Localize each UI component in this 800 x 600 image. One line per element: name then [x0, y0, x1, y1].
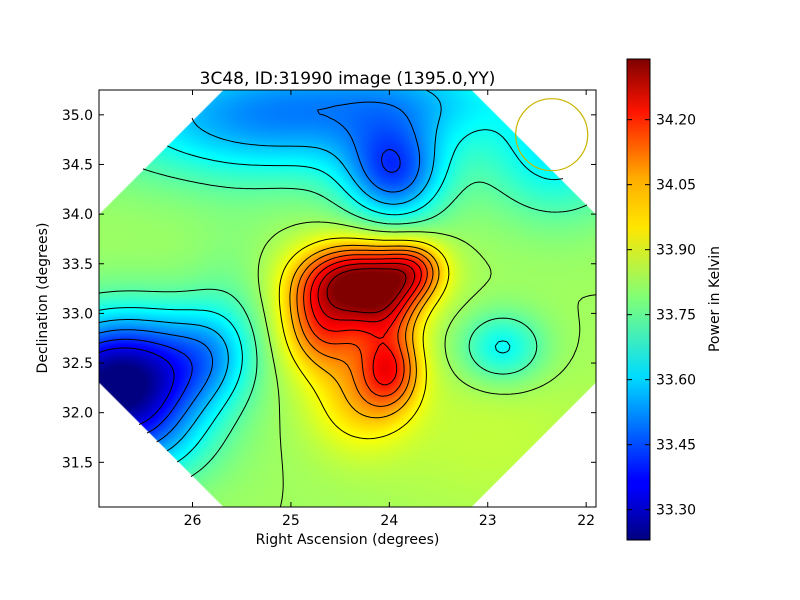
- y-tick-label: 32.0: [62, 406, 93, 422]
- y-tick-label: 31.5: [62, 455, 93, 471]
- y-axis-ticks: 31.5 32.0 32.5 33.0 33.5 34.0 34.5 35.0: [62, 108, 596, 471]
- y-tick-label: 33.5: [62, 257, 93, 273]
- x-tick-label: 25: [282, 513, 300, 529]
- y-tick-label: 34.5: [62, 157, 93, 173]
- contour-level: [278, 237, 450, 440]
- colorbar-tick-label: 33.75: [656, 308, 696, 324]
- x-tick-label: 26: [184, 513, 202, 529]
- colorbar-tick-label: 33.30: [656, 503, 696, 519]
- y-tick-label: 34.0: [62, 207, 93, 223]
- contour-level: [289, 244, 440, 419]
- x-axis-ticks: 26 25 24 23 22: [184, 90, 595, 529]
- plot-frame: [98, 89, 597, 508]
- contour-level: [99, 168, 588, 478]
- y-tick-label: 35.0: [62, 108, 93, 124]
- contour-level: [99, 101, 421, 443]
- x-tick-label: 24: [380, 513, 398, 529]
- y-axis-label: Declination (degrees): [35, 223, 51, 374]
- colorbar-tick-label: 34.05: [656, 178, 696, 194]
- colorbar-tick-label: 34.20: [656, 113, 696, 129]
- plot-area: [98, 89, 597, 508]
- chart-title: 3C48, ID:31990 image (1395.0,YY): [200, 69, 496, 89]
- colorbar-ticks: 33.30 33.45 33.60 33.75 33.90 34.05 34.20: [627, 113, 696, 519]
- contour-level: [99, 129, 564, 463]
- colorbar-label: Power in Kelvin: [707, 246, 723, 352]
- contour-level: [317, 262, 416, 323]
- x-tick-label: 22: [577, 513, 595, 529]
- y-tick-label: 33.0: [62, 306, 93, 322]
- contour-level: [326, 268, 407, 314]
- contour-level: [99, 347, 175, 426]
- contour-level: [303, 253, 428, 397]
- y-tick-label: 32.5: [62, 356, 93, 372]
- colorbar-tick-label: 33.45: [656, 438, 696, 454]
- colorbar-tick-label: 33.90: [656, 243, 696, 259]
- colorbar: 33.30 33.45 33.60 33.75 33.90 34.05 34.20 Powe…: [626, 58, 723, 541]
- colorbar-tick-label: 33.60: [656, 373, 696, 389]
- colorbar-gradient: [626, 58, 651, 541]
- x-axis-label: Right Ascension (degrees): [256, 532, 440, 548]
- contour-level: [310, 258, 422, 386]
- beam-circle: [515, 98, 589, 172]
- contour-level: [257, 221, 596, 507]
- contour-level: [296, 249, 434, 407]
- contour-lines: [99, 90, 596, 507]
- heatmap-image: [99, 90, 596, 507]
- contour-level: [99, 149, 401, 434]
- x-tick-label: 23: [479, 513, 497, 529]
